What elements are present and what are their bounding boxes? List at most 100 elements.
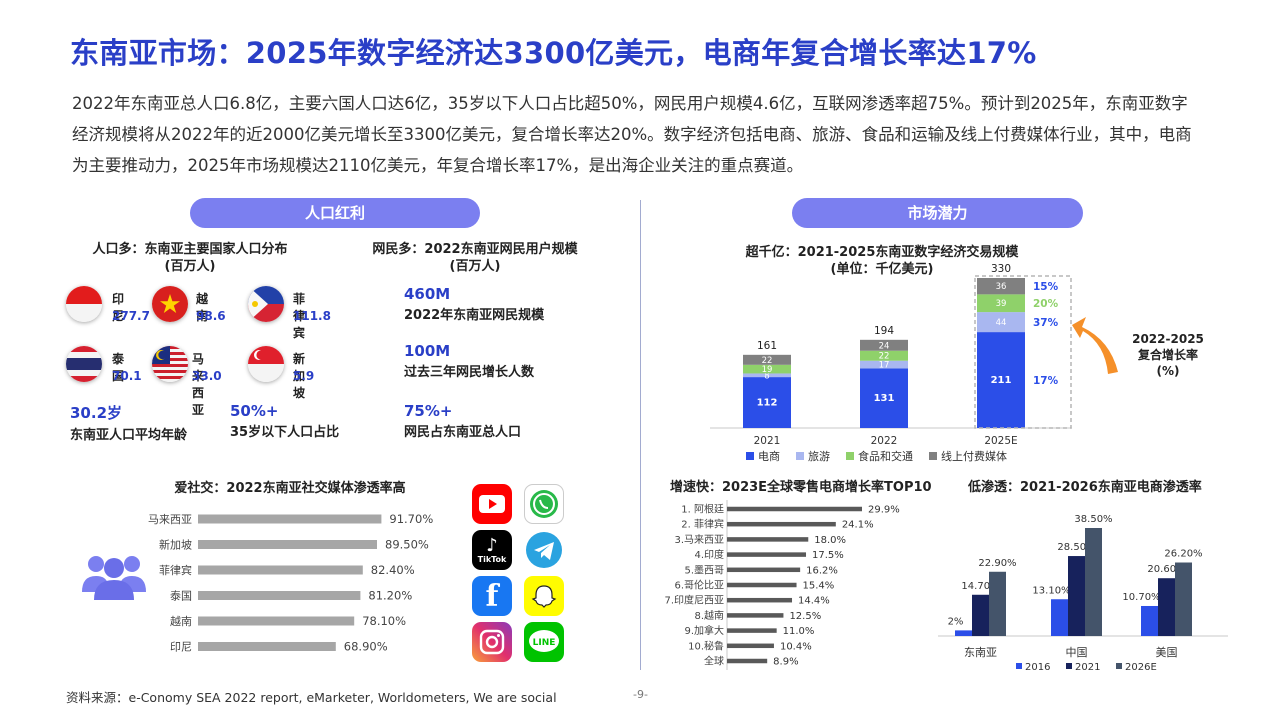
x-tick-label: 中国 (1066, 646, 1088, 659)
penetration-value-label: 26.20% (1164, 549, 1202, 560)
penetration-bar (1158, 578, 1175, 636)
malaysia-flag-icon (152, 346, 188, 382)
stack-segment (743, 364, 791, 374)
growth-bar (727, 506, 862, 512)
legend-swatch (846, 452, 854, 460)
segment-value-label: 17 (879, 361, 890, 371)
age-stat: 30.2岁 东南亚人口平均年龄 (70, 404, 188, 443)
social-media-chart: 马来西亚 91.70% 新加坡 89.50% 菲律宾 82.40% 泰国 81.20% 越南 78… (148, 512, 433, 654)
ecommerce-growth-chart: 1. 阿根廷 29.9% 2. 菲律宾 24.1% 3.马来西亚 18.0% 4.印度 17.… (664, 500, 900, 670)
growth-category-label: 9.加拿大 (684, 624, 724, 637)
legend-swatch (1116, 663, 1122, 669)
growth-category-label: 5.墨西哥 (684, 564, 724, 576)
x-tick-label: 2025E (984, 435, 1017, 447)
social-bar (198, 591, 361, 600)
cagr-caption: 2022-2025 (1132, 332, 1204, 346)
growth-chart-title: 增速快：2023E全球零售电商增长率TOP10 (670, 480, 932, 495)
growth-category-label: 8.越南 (694, 609, 724, 622)
growth-value-label: 17.5% (812, 550, 844, 561)
social-value-label: 89.50% (385, 538, 429, 552)
stack-segment (860, 339, 908, 351)
netizen-stat: 100M 过去三年网民增长人数 (404, 342, 535, 380)
social-app-icons: ♪ TikTok f LINE (472, 484, 572, 664)
social-category-label: 新加坡 (159, 538, 192, 552)
segment-value-label: 112 (757, 398, 778, 409)
facebook-icon: f (472, 576, 512, 616)
legend-label: 2021 (1075, 662, 1100, 673)
growth-bar (727, 552, 807, 557)
age-stat: 50%+ 35岁以下人口占比 (230, 402, 340, 440)
source-footnote: 资料来源：e-Conomy SEA 2022 report, eMarketer… (66, 690, 557, 705)
stack-segment (860, 360, 908, 369)
segment-value-label: 36 (996, 282, 1007, 292)
cagr-caption: (%) (1157, 364, 1180, 378)
legend-label: 电商 (758, 449, 780, 463)
growth-bar (727, 582, 797, 588)
stack-segment (743, 354, 791, 365)
legend-swatch (746, 452, 754, 460)
social-bar (198, 642, 336, 651)
segment-value-label: 22 (879, 352, 890, 362)
segment-value-label: 211 (991, 375, 1012, 386)
growth-value-label: 18.0% (814, 535, 846, 546)
page-title: 东南亚市场：2025年数字经济达3300亿美元，电商年复合增长率达17% (70, 36, 1037, 70)
page-number: -9- (633, 688, 648, 701)
philippines-flag-icon (248, 286, 284, 322)
netizen-stat: 460M 2022年东南亚网民规模 (404, 285, 545, 323)
cagr-label: 37% (1033, 317, 1059, 329)
growth-category-label: 4.印度 (694, 548, 724, 561)
social-category-label: 菲律宾 (159, 563, 192, 577)
social-value-label: 68.90% (344, 640, 388, 654)
growth-bar (727, 537, 809, 542)
penetration-chart-title: 低渗透：2021-2026东南亚电商渗透率 (968, 480, 1202, 495)
stack-segment (743, 377, 791, 428)
tiktok-icon: ♪ TikTok (472, 530, 512, 570)
segment-value-label: 19 (762, 365, 773, 375)
trend-arrow-icon (1072, 317, 1118, 374)
netizen-heading: 网民多：2022东南亚网民用户规模 (百万人) (372, 242, 578, 274)
stack-segment (743, 373, 791, 378)
segment-value-label: 24 (879, 341, 890, 351)
highlight-box (974, 275, 1072, 429)
svg-text:LINE: LINE (533, 638, 556, 648)
segment-value-label: 8 (764, 371, 769, 381)
country-population: 111.8 (293, 309, 331, 323)
youtube-icon (472, 484, 512, 524)
legend-swatch (796, 452, 804, 460)
growth-category-label: 1. 阿根廷 (681, 503, 724, 516)
segment-value-label: 44 (996, 318, 1007, 328)
digital-economy-chart: 1128192216120211311722241942022211443936… (710, 263, 1204, 463)
stack-segment (977, 312, 1025, 333)
instagram-icon (472, 622, 512, 662)
growth-value-label: 10.4% (780, 641, 812, 652)
growth-bar (727, 643, 774, 649)
social-category-label: 越南 (170, 614, 192, 628)
telegram-icon (524, 530, 564, 570)
section-pill-population: 人口红利 (190, 198, 480, 228)
x-tick-label: 2022 (871, 435, 898, 447)
penetration-value-label: 10.70% (1122, 592, 1160, 603)
intro-paragraph: 2022年东南亚总人口6.8亿，主要六国人口达6亿，35岁以下人口占比超50%，… (72, 94, 1192, 175)
penetration-value-label: 2% (948, 616, 964, 627)
growth-category-label: 6.哥伦比亚 (674, 579, 724, 592)
penetration-bar (972, 594, 989, 636)
growth-bar (727, 521, 836, 527)
growth-bar (727, 567, 801, 573)
segment-value-label: 131 (874, 393, 895, 404)
legend-swatch (1066, 663, 1072, 669)
singapore-flag-icon (248, 346, 284, 382)
vietnam-flag-icon (152, 286, 188, 322)
country-population: 98.6 (196, 309, 226, 323)
section-pill-market: 市场潜力 (792, 198, 1083, 228)
stack-segment (860, 368, 908, 428)
stack-segment (977, 332, 1025, 428)
snapchat-icon (524, 576, 564, 616)
people-group-icon (78, 548, 150, 604)
country-name: 越南 (196, 292, 209, 323)
growth-bar (727, 628, 777, 633)
penetration-bar (1085, 528, 1102, 636)
legend-label: 线上付费媒体 (941, 449, 1007, 463)
penetration-value-label: 13.10% (1032, 585, 1070, 596)
penetration-value-label: 28.50% (1057, 542, 1095, 553)
country-population: 33.0 (192, 369, 222, 383)
